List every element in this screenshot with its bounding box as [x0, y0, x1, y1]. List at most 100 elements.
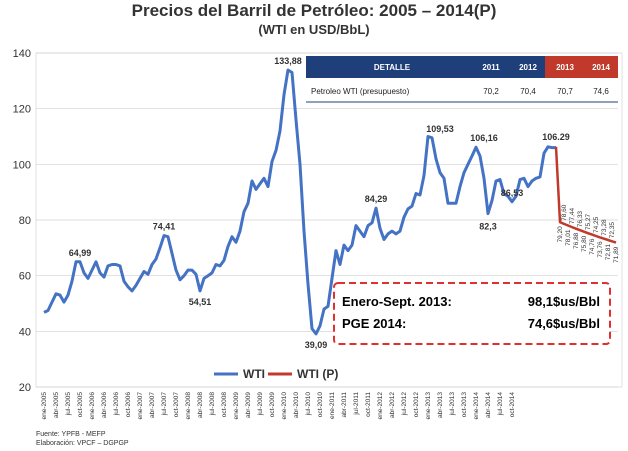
callout-label-2: PGE 2014: — [342, 316, 406, 331]
data-label: 82,3 — [479, 222, 497, 232]
y-tick-label: 20 — [19, 382, 31, 394]
x-tick-label: abr-2012 — [389, 392, 396, 418]
table-header-2011: 2011 — [482, 63, 500, 72]
x-tick-label: abr-2008 — [197, 392, 204, 418]
x-tick-label: oct-2010 — [317, 392, 324, 418]
projection-label: 72,35 — [609, 222, 616, 239]
data-label: 64,99 — [69, 248, 92, 258]
projection-label: 77,44 — [569, 207, 576, 224]
x-tick-label: abr-2009 — [245, 392, 252, 418]
x-tick-label: ene-2006 — [89, 392, 96, 420]
x-tick-label: jul-2008 — [209, 392, 216, 417]
x-tick-label: abr-2013 — [437, 392, 444, 418]
y-tick-label: 140 — [13, 48, 31, 60]
x-tick-label: jul-2010 — [305, 392, 312, 417]
y-tick-label: 40 — [19, 326, 31, 338]
projection-label: 75,80 — [581, 235, 588, 252]
x-tick-label: oct-2014 — [509, 392, 516, 418]
x-tick-label: jul-2013 — [449, 392, 456, 417]
x-tick-label: oct-2008 — [221, 392, 228, 418]
x-tick-label: jul-2014 — [497, 392, 504, 417]
table-cell-2013: 70,7 — [557, 87, 573, 96]
x-tick-label: jul-2012 — [401, 392, 408, 417]
x-tick-label: ene-2010 — [281, 392, 288, 420]
x-tick-label: ene-2012 — [377, 392, 384, 420]
x-tick-label: jul-2006 — [113, 392, 120, 417]
x-tick-label: jul-2007 — [161, 392, 168, 417]
x-tick-label: abr-2010 — [293, 392, 300, 418]
data-label: 54,51 — [189, 297, 212, 307]
table-cell-2012: 70,4 — [520, 87, 536, 96]
series-wti-p-line — [554, 146, 617, 244]
table-header-highlight — [545, 56, 618, 78]
projection-label: 73,76 — [597, 241, 604, 258]
x-tick-label: oct-2012 — [413, 392, 420, 418]
x-tick-label: oct-2011 — [365, 392, 372, 417]
table-cell-2014: 74,6 — [593, 87, 609, 96]
x-tick-label: abr-2005 — [53, 392, 60, 418]
projection-label: 71,89 — [613, 246, 620, 263]
y-tick-label: 100 — [13, 159, 31, 171]
x-tick-label: ene-2011 — [329, 392, 336, 419]
chart-title: Precios del Barril de Petróleo: 2005 – 2… — [132, 1, 497, 20]
x-tick-label: oct-2013 — [461, 392, 468, 418]
x-tick-label: abr-2011 — [341, 392, 348, 418]
x-tick-label: oct-2009 — [269, 392, 276, 418]
data-label: 133,88 — [274, 56, 302, 66]
projection-label: 76,33 — [577, 211, 584, 228]
projection-label: 78,60 — [561, 204, 568, 221]
legend: WTI WTI (P) — [214, 367, 338, 381]
x-tick-label: ene-2009 — [233, 392, 240, 420]
series-group — [43, 68, 617, 336]
data-label: 106.29 — [542, 132, 570, 142]
table-header-row — [306, 56, 618, 78]
y-tick-label: 60 — [19, 271, 31, 283]
table-header-2013: 2013 — [556, 63, 574, 72]
x-tick-label: jul-2009 — [257, 392, 264, 417]
x-tick-label: jul-2005 — [65, 392, 72, 417]
series-wti-line — [43, 68, 556, 336]
data-labels: 133,88 109,53 106,16 106.29 84,29 74,41 64,99 5… — [69, 56, 620, 350]
data-label: 106,16 — [470, 133, 498, 143]
chart-subtitle: (WTI en USD/BbL) — [258, 22, 369, 37]
callout-label-1: Enero-Sept. 2013: — [342, 294, 452, 309]
data-label: 109,53 — [426, 124, 454, 134]
budget-table: DETALLE 2011 2012 2013 2014 Petroleo WTI… — [306, 56, 618, 103]
x-tick-label: ene-2013 — [425, 392, 432, 420]
footer-source: Fuente: YPFB - MEFP — [36, 431, 106, 438]
x-tick-label: jul-2011 — [353, 392, 360, 416]
x-tick-label: oct-2005 — [77, 392, 84, 418]
legend-label-wti: WTI — [243, 367, 265, 381]
x-tick-label: ene-2008 — [185, 392, 192, 420]
y-axis: 20 40 60 80 100 120 140 — [13, 48, 31, 394]
table-header-2014: 2014 — [592, 63, 610, 72]
projection-label: 78,01 — [565, 229, 572, 246]
x-tick-label: ene-2014 — [473, 392, 480, 420]
projection-label: 74,76 — [589, 238, 596, 255]
callout-border — [333, 282, 611, 345]
footer-elaboration: Elaboración: VPCF – DGPGP — [36, 440, 129, 447]
table-header-detalle: DETALLE — [374, 63, 411, 72]
x-tick-label: oct-2007 — [173, 392, 180, 418]
data-label: 39,09 — [305, 340, 328, 350]
projection-label: 76,88 — [573, 232, 580, 249]
table-header-2012: 2012 — [519, 63, 537, 72]
x-tick-label: ene-2005 — [41, 392, 48, 420]
projection-label: 79,20 — [557, 226, 564, 243]
callout-value-2: 74,6$us/Bbl — [528, 316, 600, 331]
y-tick-label: 120 — [13, 104, 31, 116]
table-cell-2011: 70,2 — [483, 87, 499, 96]
projection-label: 72,81 — [605, 244, 612, 261]
callout-box: Enero-Sept. 2013: 98,1$us/Bbl PGE 2014: … — [333, 282, 611, 345]
projection-label: 74,25 — [593, 216, 600, 233]
y-tick-label: 80 — [19, 215, 31, 227]
x-tick-label: ene-2007 — [137, 392, 144, 420]
x-tick-label: abr-2007 — [149, 392, 156, 418]
x-tick-label: abr-2014 — [485, 392, 492, 418]
legend-label-wti-p: WTI (P) — [297, 367, 338, 381]
data-label: 86,53 — [501, 188, 524, 198]
data-label: 74,41 — [153, 222, 176, 232]
x-tick-label: abr-2006 — [101, 392, 108, 418]
callout-value-1: 98,1$us/Bbl — [528, 294, 600, 309]
